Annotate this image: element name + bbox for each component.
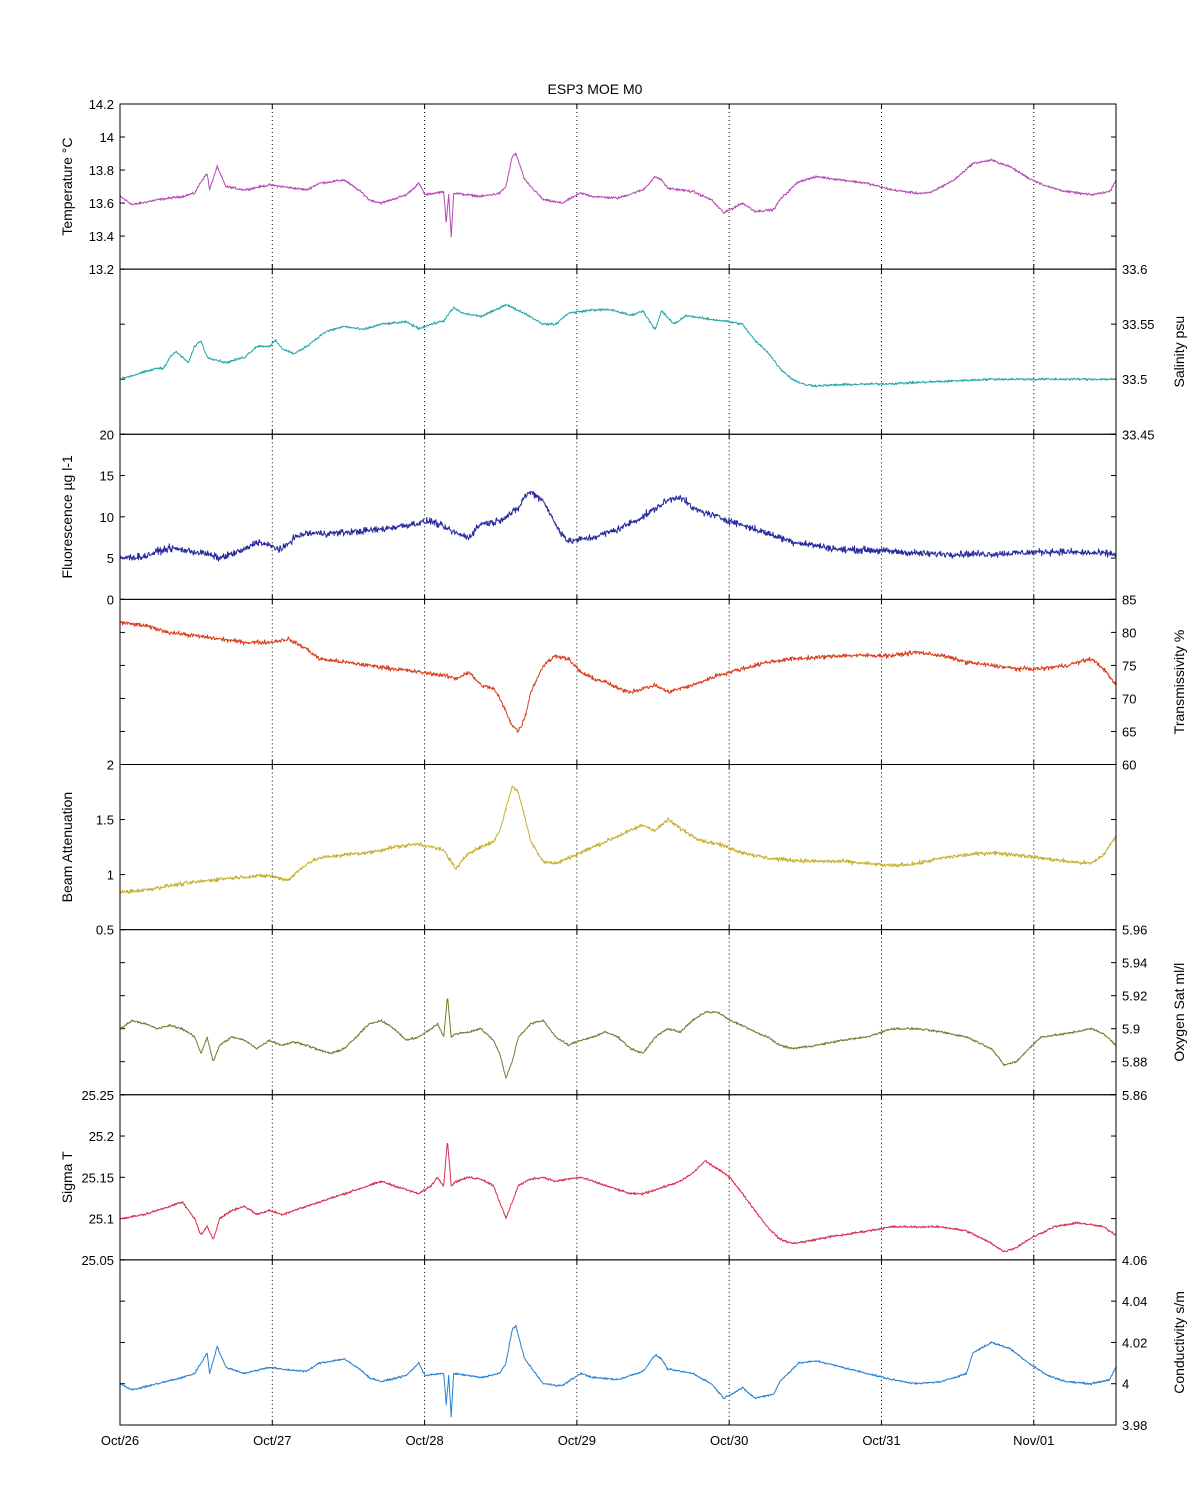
y-tick-label: 5.9 xyxy=(1122,1022,1140,1037)
series-line xyxy=(119,621,1117,733)
series-line xyxy=(120,785,1117,894)
y-tick-label: 14.2 xyxy=(89,97,114,112)
y-tick-label: 25.15 xyxy=(81,1170,114,1185)
series-line xyxy=(119,152,1117,238)
x-tick-label: Oct/29 xyxy=(558,1433,596,1448)
x-tick-label: Oct/30 xyxy=(710,1433,748,1448)
y-tick-label: 85 xyxy=(1122,592,1136,607)
y-tick-label: 25.05 xyxy=(81,1253,114,1268)
y-tick-label: 25.2 xyxy=(89,1129,114,1144)
y-tick-label: 3.98 xyxy=(1122,1418,1147,1433)
y-tick-label: 5.94 xyxy=(1122,956,1147,971)
y-tick-label: 25.25 xyxy=(81,1088,114,1103)
y-tick-label: 4.04 xyxy=(1122,1294,1147,1309)
y-tick-label: 20 xyxy=(100,427,114,442)
panel-6: 5.86 5.88 5.9 5.92 5.94 5.96 Oxygen Sat ml/l xyxy=(119,923,1187,1103)
series-line xyxy=(119,998,1117,1079)
y-tick-label: 5.88 xyxy=(1122,1055,1147,1070)
x-tick-label: Oct/26 xyxy=(101,1433,139,1448)
panel-frame xyxy=(119,1094,1117,1261)
y-tick-label: 13.8 xyxy=(89,163,114,178)
panel-frame xyxy=(119,433,1117,600)
panel-frame xyxy=(119,1259,1117,1426)
y-tick-label: 65 xyxy=(1122,724,1136,739)
y-axis-label: Sigma T xyxy=(59,1151,75,1203)
y-tick-label: 14 xyxy=(100,130,114,145)
y-tick-label: 1 xyxy=(107,868,114,883)
panel-frame xyxy=(119,268,1117,435)
y-tick-label: 4.06 xyxy=(1122,1253,1147,1268)
y-tick-label: 1.5 xyxy=(96,813,114,828)
y-axis-label: Beam Attenuation xyxy=(59,792,75,903)
y-tick-label: 2 xyxy=(107,758,114,773)
y-tick-label: 5.96 xyxy=(1122,923,1147,938)
panel-7: 25.05 25.1 25.15 25.2 25.25 Sigma T xyxy=(59,1088,1117,1268)
y-axis-label: Conductivity s/m xyxy=(1171,1291,1187,1394)
x-tick-label: Oct/28 xyxy=(405,1433,443,1448)
x-tick-label: Nov/01 xyxy=(1013,1433,1054,1448)
y-tick-label: 5.92 xyxy=(1122,989,1147,1004)
y-tick-label: 0 xyxy=(107,592,114,607)
y-tick-label: 0.5 xyxy=(96,923,114,938)
panel-1: 13.2 13.4 13.6 13.8 14 14.2 Temperature °C xyxy=(59,97,1117,277)
x-axis: Oct/26 Oct/27 Oct/28 Oct/29 Oct/30 Oct/31 Nov/… xyxy=(101,1433,1055,1448)
y-tick-label: 10 xyxy=(100,510,114,525)
panel-4: 60 65 70 75 80 85 Transmissivity % xyxy=(119,592,1187,773)
y-axis-label: Temperature °C xyxy=(59,137,75,235)
panel-frame xyxy=(119,929,1117,1096)
panel-2: 33.45 33.5 33.55 33.6 Salinity psu xyxy=(119,262,1187,442)
panel-8: 3.98 4 4.02 4.04 4.06 Conductivity s/m xyxy=(119,1253,1187,1433)
y-tick-label: 4 xyxy=(1122,1377,1129,1392)
series-line xyxy=(119,1143,1117,1253)
series-line xyxy=(119,303,1117,388)
y-tick-label: 80 xyxy=(1122,625,1136,640)
series-line xyxy=(119,490,1117,562)
panel-3: 0 5 10 15 20 Fluorescence µg l-1 xyxy=(59,427,1117,607)
y-tick-label: 15 xyxy=(100,469,114,484)
y-tick-label: 13.4 xyxy=(89,229,114,244)
chart-title: ESP3 MOE M0 xyxy=(548,81,643,97)
y-tick-label: 75 xyxy=(1122,658,1136,673)
y-tick-label: 60 xyxy=(1122,758,1136,773)
y-tick-label: 13.6 xyxy=(89,196,114,211)
panel-frame xyxy=(119,764,1117,931)
y-tick-label: 33.55 xyxy=(1122,317,1155,332)
panel-frame xyxy=(119,598,1117,765)
y-tick-label: 70 xyxy=(1122,691,1136,706)
y-axis-label: Transmissivity % xyxy=(1171,630,1187,735)
y-tick-label: 33.6 xyxy=(1122,262,1147,277)
y-axis-label: Fluorescence µg l-1 xyxy=(59,455,75,578)
y-tick-label: 33.45 xyxy=(1122,427,1155,442)
x-tick-label: Oct/31 xyxy=(862,1433,900,1448)
y-tick-label: 33.5 xyxy=(1122,372,1147,387)
series-line xyxy=(119,1324,1117,1418)
y-tick-label: 4.02 xyxy=(1122,1335,1147,1350)
y-tick-label: 5 xyxy=(107,551,114,566)
y-axis-label: Salinity psu xyxy=(1171,316,1187,388)
x-tick-label: Oct/27 xyxy=(253,1433,291,1448)
y-tick-label: 25.1 xyxy=(89,1212,114,1227)
panel-frame xyxy=(119,103,1117,270)
y-axis-label: Oxygen Sat ml/l xyxy=(1171,963,1187,1062)
y-tick-label: 13.2 xyxy=(89,262,114,277)
panel-5: 0.5 1 1.5 2 Beam Attenuation xyxy=(59,758,1117,938)
y-tick-label: 5.86 xyxy=(1122,1088,1147,1103)
